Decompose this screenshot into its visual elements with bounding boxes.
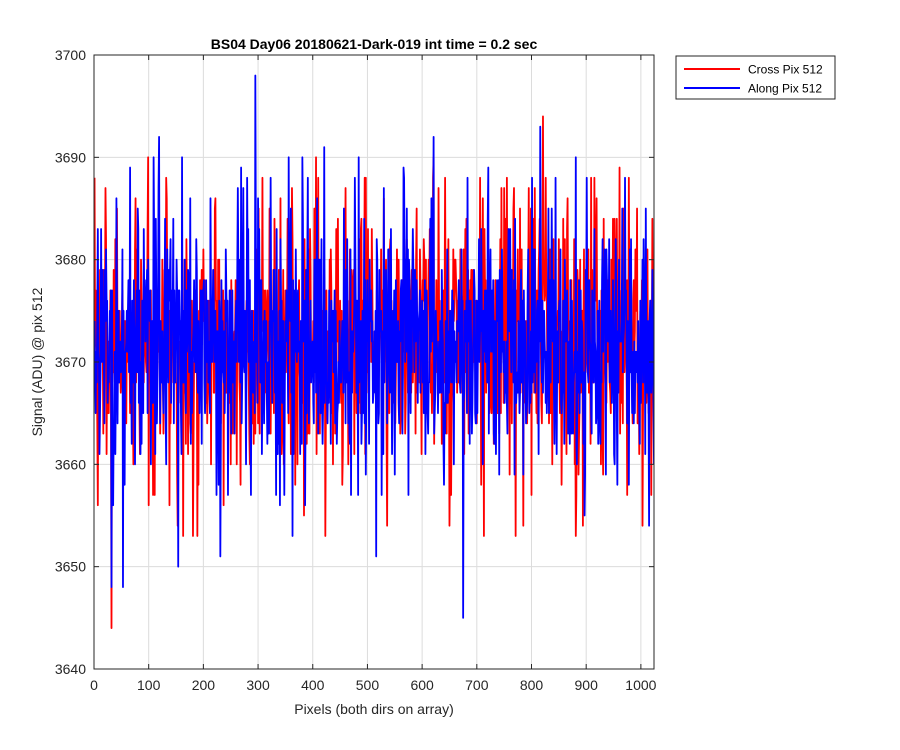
axis-ticks: 0 100 200 300 400 500 600 700 800 900 1000 3640 3650… [55,47,657,693]
legend-box [675,55,836,100]
y-tick-label: 3700 [55,47,86,63]
series-line-along-pix-512 [94,74,654,619]
x-tick-label: 400 [301,677,325,693]
legend: Cross Pix 512 Along Pix 512 [675,55,836,100]
chart-title: BS04 Day06 20180621-Dark-019 int time = … [211,36,538,52]
x-tick-label: 500 [356,677,380,693]
x-axis-label: Pixels (both dirs on array) [294,701,454,717]
legend-label-along: Along Pix 512 [748,82,822,96]
y-tick-label: 3660 [55,456,86,472]
x-tick-label: 600 [410,677,434,693]
series-lines [94,74,654,629]
x-tick-label: 100 [137,677,161,693]
x-tick-label: 800 [520,677,544,693]
x-tick-label: 900 [575,677,599,693]
y-tick-label: 3640 [55,661,86,677]
legend-label-cross: Cross Pix 512 [748,63,823,77]
y-tick-label: 3680 [55,252,86,268]
x-tick-label: 300 [246,677,270,693]
y-tick-label: 3650 [55,559,86,575]
x-tick-label: 0 [90,677,98,693]
x-tick-label: 200 [192,677,216,693]
x-tick-label: 1000 [625,677,656,693]
y-tick-label: 3690 [55,149,86,165]
x-tick-label: 700 [465,677,489,693]
y-tick-label: 3670 [55,354,86,370]
y-axis-label: Signal (ADU) @ pix 512 [29,287,45,436]
